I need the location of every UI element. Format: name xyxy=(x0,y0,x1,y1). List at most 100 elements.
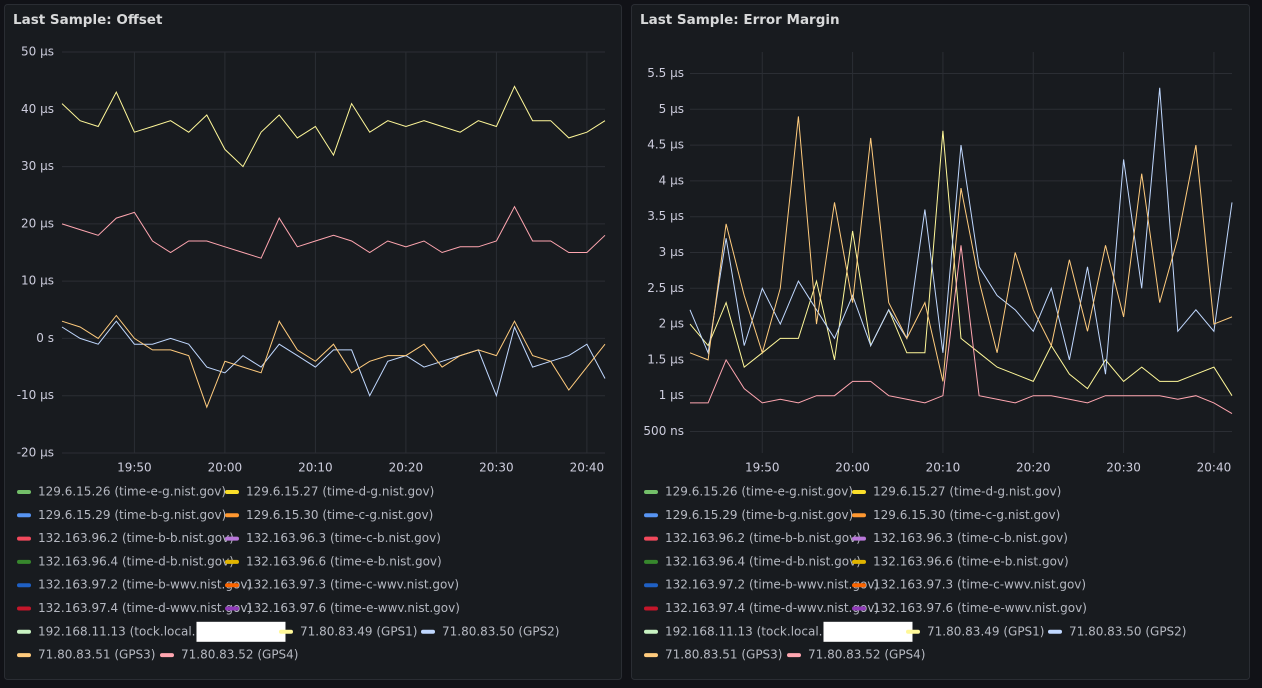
series-line xyxy=(61,205,606,259)
legend-marker xyxy=(852,536,866,541)
y-tick-label: 5.5 µs xyxy=(647,66,684,80)
legend-marker xyxy=(787,653,801,658)
legend-marker xyxy=(225,559,239,564)
series-line xyxy=(690,245,1233,415)
legend-label: 132.163.96.3 (time-c-b.nist.gov) xyxy=(873,531,1068,545)
legend-label: 192.168.11.13 (tock.local. xyxy=(38,624,195,638)
x-tick-label: 19:50 xyxy=(117,461,152,475)
x-tick-label: 20:10 xyxy=(926,461,961,475)
legend-marker xyxy=(225,490,239,494)
legend-marker xyxy=(17,583,31,588)
legend-marker xyxy=(852,490,866,494)
legend-label: 129.6.15.30 (time-c-g.nist.gov) xyxy=(873,508,1060,522)
series-line xyxy=(61,85,606,168)
legend-label: 71.80.83.52 (GPS4) xyxy=(808,648,926,662)
legend-marker xyxy=(17,629,31,634)
legend-label: 132.163.96.6 (time-e-b.nist.gov) xyxy=(246,554,442,568)
legend-marker xyxy=(225,513,239,518)
legend-label: 132.163.96.3 (time-c-b.nist.gov) xyxy=(246,531,441,545)
series-line xyxy=(689,116,1233,382)
legend-label: 132.163.97.6 (time-e-wwv.nist.gov) xyxy=(246,601,460,615)
legend-marker xyxy=(17,606,31,611)
legend-label: 129.6.15.29 (time-b-g.nist.gov) xyxy=(665,508,853,522)
series-line xyxy=(61,320,606,398)
y-tick-label: 1.5 µs xyxy=(647,352,684,366)
panel-title: Last Sample: Offset xyxy=(13,12,163,28)
panel xyxy=(4,4,622,680)
y-tick-label: 5 µs xyxy=(659,102,684,116)
legend-marker xyxy=(17,536,31,541)
panel-title: Last Sample: Error Margin xyxy=(640,12,840,28)
x-tick-label: 20:30 xyxy=(1106,461,1141,475)
legend-marker xyxy=(17,513,31,518)
y-tick-label: -10 µs xyxy=(17,388,54,402)
legend-label: 71.80.83.50 (GPS2) xyxy=(1069,624,1187,638)
legend-marker xyxy=(225,583,239,588)
legend-marker xyxy=(644,536,658,541)
x-tick-label: 20:40 xyxy=(1197,461,1232,475)
redaction xyxy=(196,621,286,642)
y-tick-label: 2 µs xyxy=(659,317,684,331)
legend-label: 129.6.15.29 (time-b-g.nist.gov) xyxy=(38,508,226,522)
y-tick-label: 0 s xyxy=(36,331,54,345)
x-tick-label: 19:50 xyxy=(745,461,780,475)
y-tick-label: 1 µs xyxy=(659,388,684,402)
legend-marker xyxy=(852,513,866,518)
legend-marker xyxy=(644,513,658,518)
legend-label: 132.163.97.3 (time-c-wwv.nist.gov) xyxy=(873,578,1086,592)
y-tick-label: 4.5 µs xyxy=(647,138,684,152)
legend-label: 132.163.97.4 (time-d-wwv.nist.gov) xyxy=(665,601,879,615)
y-tick-label: 4 µs xyxy=(659,173,684,187)
y-tick-label: 50 µs xyxy=(21,45,54,59)
legend-marker xyxy=(852,583,866,588)
legend-marker xyxy=(852,559,866,564)
legend-marker xyxy=(644,629,658,634)
y-tick-label: -20 µs xyxy=(17,446,54,460)
y-tick-label: 3 µs xyxy=(659,245,684,259)
legend-marker xyxy=(644,606,658,611)
legend-label: 71.80.83.49 (GPS1) xyxy=(927,624,1045,638)
legend-marker xyxy=(421,629,435,634)
series-line xyxy=(689,130,1233,396)
legend-label: 71.80.83.51 (GPS3) xyxy=(665,648,783,662)
legend-marker xyxy=(225,606,239,611)
legend-label: 132.163.96.6 (time-e-b.nist.gov) xyxy=(873,554,1069,568)
legend-marker xyxy=(17,559,31,564)
legend-label: 129.6.15.30 (time-c-g.nist.gov) xyxy=(246,508,433,522)
legend-label: 71.80.83.50 (GPS2) xyxy=(442,624,560,638)
legend-label: 132.163.97.2 (time-b-wwv.nist.gov) xyxy=(665,578,879,592)
x-tick-label: 20:30 xyxy=(479,461,514,475)
series-line xyxy=(61,314,606,409)
x-tick-label: 20:20 xyxy=(389,461,424,475)
legend-label: 129.6.15.27 (time-d-g.nist.gov) xyxy=(246,485,434,499)
legend-label: 132.163.96.2 (time-b-b.nist.gov) xyxy=(665,531,861,545)
legend-label: 71.80.83.49 (GPS1) xyxy=(300,624,418,638)
panel xyxy=(631,4,1250,680)
legend-label: 129.6.15.26 (time-e-g.nist.gov) xyxy=(38,485,226,499)
y-tick-label: 20 µs xyxy=(21,216,54,230)
legend-marker xyxy=(852,606,866,611)
x-tick-label: 20:10 xyxy=(298,461,333,475)
legend-marker xyxy=(225,536,239,541)
x-tick-label: 20:40 xyxy=(570,461,605,475)
legend-label: 132.163.96.4 (time-d-b.nist.gov) xyxy=(665,554,861,568)
y-tick-label: 500 ns xyxy=(643,424,684,438)
legend-label: 132.163.97.6 (time-e-wwv.nist.gov) xyxy=(873,601,1087,615)
y-tick-label: 30 µs xyxy=(21,159,54,173)
legend-label: 129.6.15.26 (time-e-g.nist.gov) xyxy=(665,485,853,499)
legend-label: 132.163.96.4 (time-d-b.nist.gov) xyxy=(38,554,234,568)
legend-marker xyxy=(17,653,31,658)
legend-marker xyxy=(644,583,658,588)
legend-marker xyxy=(906,629,920,634)
legend-label: 71.80.83.52 (GPS4) xyxy=(181,648,299,662)
legend-marker xyxy=(160,653,174,658)
legend-marker xyxy=(644,490,658,494)
legend-marker xyxy=(644,653,658,658)
series-line xyxy=(689,87,1233,375)
legend-label: 132.163.97.4 (time-d-wwv.nist.gov) xyxy=(38,601,252,615)
x-tick-label: 20:20 xyxy=(1016,461,1051,475)
legend-marker xyxy=(644,559,658,564)
x-tick-label: 20:00 xyxy=(835,461,870,475)
x-tick-label: 20:00 xyxy=(208,461,243,475)
